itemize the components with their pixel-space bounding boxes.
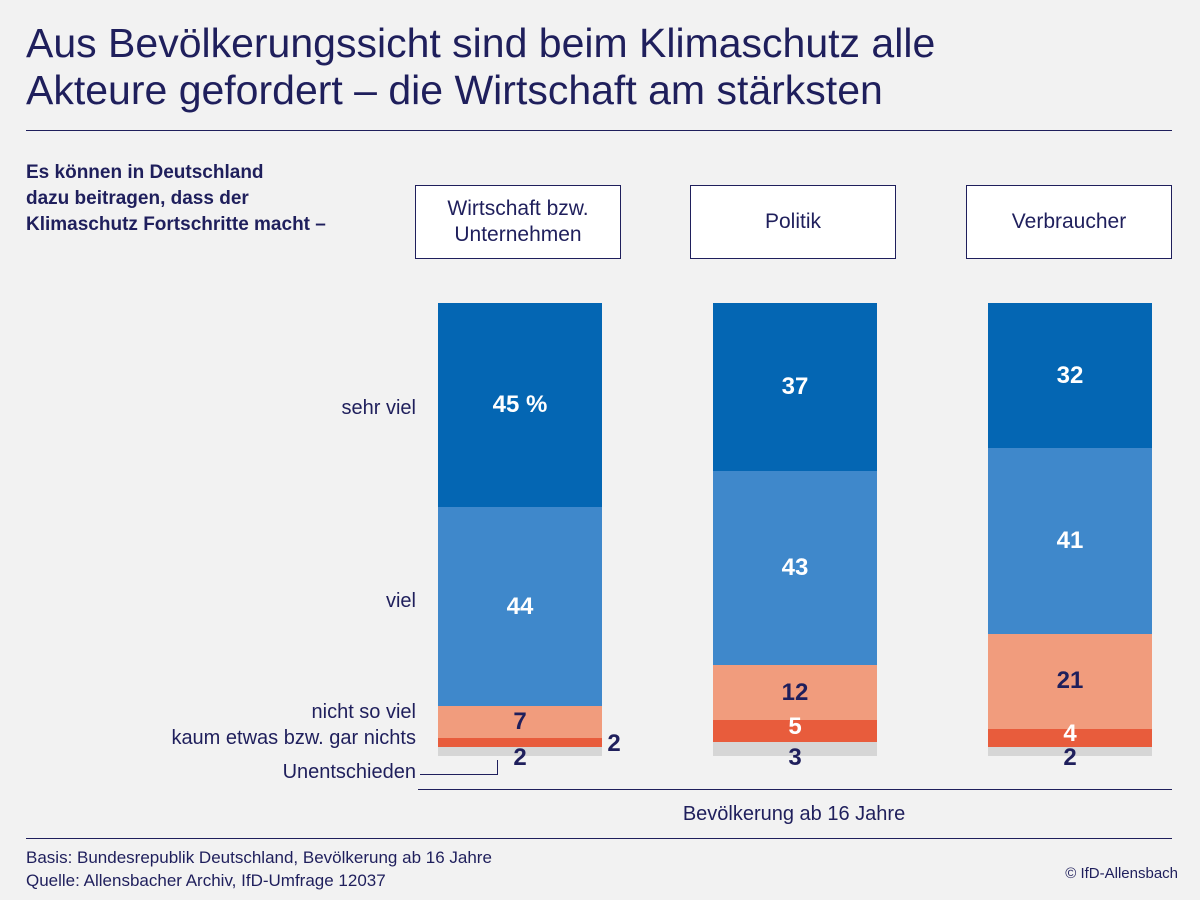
- bar-politik-unentschieden: [713, 742, 877, 756]
- row-label-unentschieden: Unentschieden: [282, 761, 416, 783]
- label-verbraucher-viel: 41: [1056, 526, 1084, 554]
- base-label: Bevölkerung ab 16 Jahre: [682, 803, 906, 825]
- label-wirtschaft-viel: 44: [506, 592, 534, 620]
- label-wirtschaft-kaum: 2: [607, 730, 621, 758]
- question-text: Es können in Deutschland dazu beitragen,…: [26, 160, 406, 238]
- label-verbraucher-nicht-so-viel: 21: [1056, 667, 1084, 695]
- question-line3: Klimaschutz Fortschritte macht –: [26, 214, 326, 235]
- label-politik-kaum: 5: [788, 713, 802, 741]
- bar-politik-viel: [713, 470, 877, 666]
- bar-wirtschaft-unentschieden: [438, 746, 602, 756]
- row-label-viel: viel: [385, 590, 416, 612]
- unentschieden-connector-h: [420, 774, 498, 775]
- bar-verbraucher-kaum: [988, 728, 1152, 747]
- bar-verbraucher-nicht-so-viel: [988, 633, 1152, 729]
- bar-wirtschaft-kaum: [438, 737, 602, 747]
- label-politik-nicht-so-viel: 12: [781, 678, 809, 706]
- bar-wirtschaft-sehr-viel: [438, 303, 602, 507]
- copyright: © IfD-Allensbach: [1065, 865, 1178, 882]
- column-header-politik-label: Politik: [764, 210, 822, 233]
- label-wirtschaft-unentschieden: 2: [513, 744, 527, 771]
- bar-wirtschaft-viel: [438, 506, 602, 707]
- footer-divider: [26, 838, 1172, 839]
- bar-politik-sehr-viel: [713, 303, 877, 471]
- label-wirtschaft-nicht-so-viel: 7: [513, 708, 527, 735]
- row-label-sehr-viel: sehr viel: [341, 397, 416, 419]
- label-politik-unentschieden: 3: [788, 744, 802, 771]
- chart-title-line1: Aus Bevölkerungssicht sind beim Klimasch…: [26, 20, 936, 66]
- column-header-wirtschaft: Wirtschaft bzw. Unternehmen: [415, 185, 621, 259]
- bar-wirtschaft-nicht-so-viel: [438, 706, 602, 738]
- bar-verbraucher-sehr-viel: [988, 303, 1152, 448]
- label-wirtschaft-sehr-viel: 45 %: [492, 390, 548, 418]
- label-politik-sehr-viel: 37: [781, 372, 809, 400]
- chart-title-line2: Akteure gefordert – die Wirtschaft am st…: [26, 67, 883, 113]
- column-header-wirtschaft-line2: Unternehmen: [454, 223, 582, 246]
- label-verbraucher-sehr-viel: 32: [1056, 361, 1084, 389]
- row-label-nicht-so-viel: nicht so viel: [311, 701, 417, 723]
- column-header-politik: Politik: [690, 185, 896, 259]
- source-line2: Quelle: Allensbacher Archiv, IfD-Umfrage…: [26, 871, 386, 890]
- label-verbraucher-kaum: 4: [1063, 719, 1077, 747]
- bar-verbraucher-unentschieden: [988, 746, 1152, 756]
- column-header-wirtschaft-line1: Wirtschaft bzw.: [447, 197, 589, 220]
- chart-title: Aus Bevölkerungssicht sind beim Klimasch…: [26, 20, 1176, 114]
- base-divider: [418, 789, 1172, 790]
- unentschieden-connector-v: [497, 760, 498, 774]
- source-note: Basis: Bundesrepublik Deutschland, Bevöl…: [26, 846, 492, 892]
- column-header-verbraucher: Verbraucher: [966, 185, 1172, 259]
- column-header-verbraucher-label: Verbraucher: [1011, 210, 1127, 233]
- question-line1: Es können in Deutschland: [26, 162, 264, 183]
- question-line2: dazu beitragen, dass der: [26, 188, 249, 209]
- source-line1: Basis: Bundesrepublik Deutschland, Bevöl…: [26, 848, 492, 867]
- bar-verbraucher-viel: [988, 448, 1152, 634]
- title-divider: [26, 130, 1172, 131]
- row-label-kaum: kaum etwas bzw. gar nichts: [171, 727, 416, 749]
- bar-politik-nicht-so-viel: [713, 665, 877, 720]
- bar-politik-kaum: [713, 719, 877, 743]
- label-verbraucher-unentschieden: 2: [1063, 744, 1077, 771]
- label-politik-viel: 43: [781, 554, 809, 581]
